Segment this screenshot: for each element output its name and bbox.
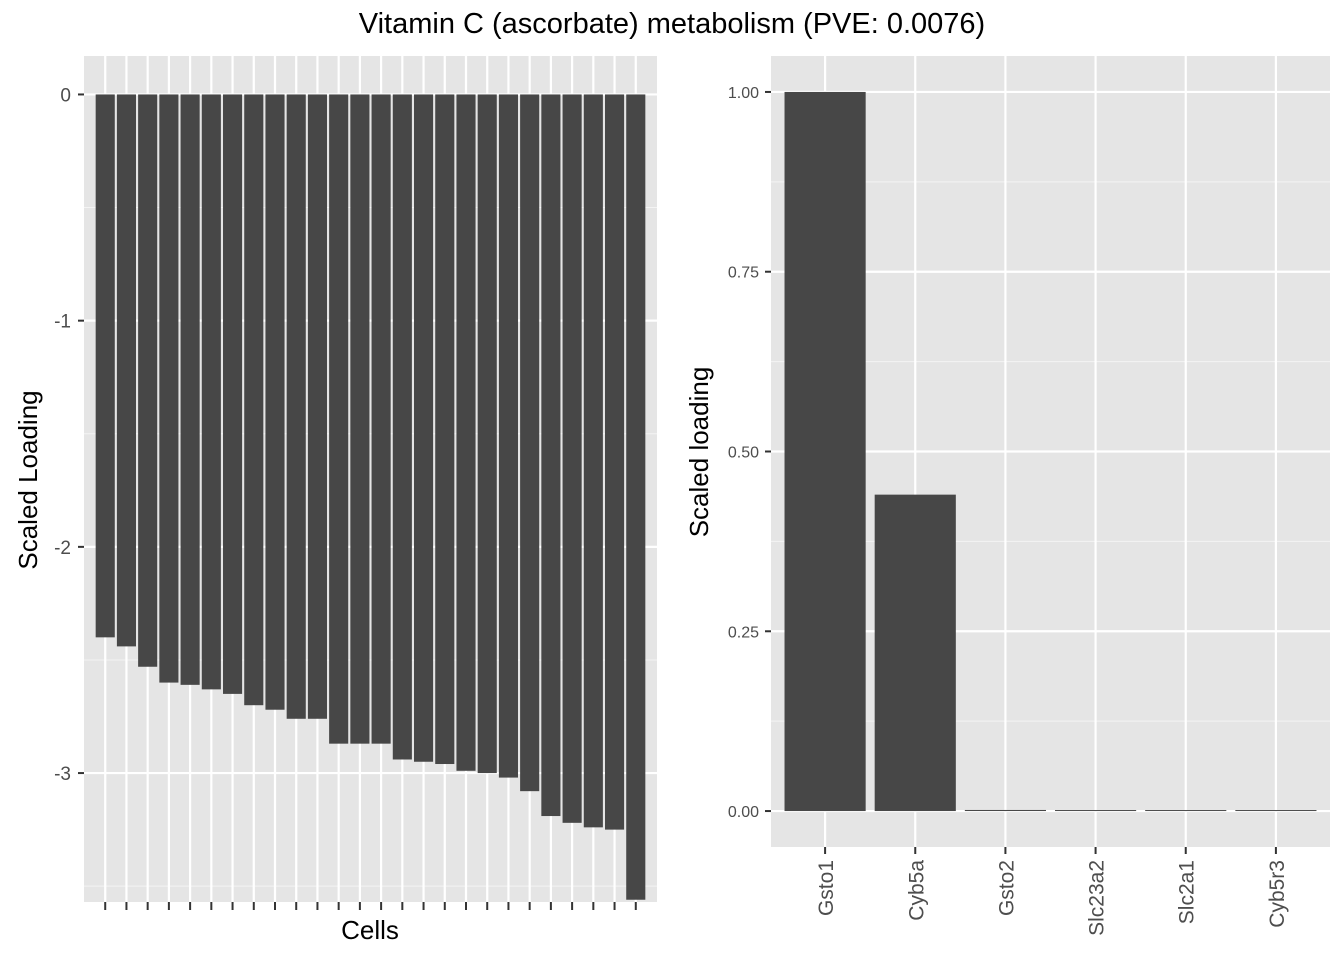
x-tick-label: Slc23a2 xyxy=(1086,860,1109,936)
bar xyxy=(477,94,497,774)
bar xyxy=(414,94,434,762)
y-tick-label: 1.00 xyxy=(728,85,759,102)
bar xyxy=(605,94,625,830)
y-tick-label: 0.25 xyxy=(728,624,759,641)
x-tick-label: Cyb5a xyxy=(905,860,928,921)
right-y-axis: 0.00 0.25 0.50 0.75 1.00 xyxy=(728,85,771,821)
bar xyxy=(180,94,200,685)
x-tick-label: Cyb5r3 xyxy=(1266,860,1289,928)
y-tick-label: 0 xyxy=(60,85,71,106)
bar xyxy=(541,94,561,817)
right-x-axis: Gsto1 Cyb5a Gsto2 Slc23a2 Slc2a1 Cyb5r3 xyxy=(815,847,1289,936)
left-y-axis-title: Scaled Loading xyxy=(13,390,43,569)
bar xyxy=(784,91,866,812)
x-tick-label: Gsto2 xyxy=(995,860,1018,916)
chart-title: Vitamin C (ascorbate) metabolism (PVE: 0… xyxy=(359,8,985,40)
bar xyxy=(1055,810,1137,812)
bar xyxy=(244,94,264,706)
y-tick-label: -2 xyxy=(54,538,71,559)
bar xyxy=(223,94,243,694)
left-x-axis-title: Cells xyxy=(341,915,399,945)
right-y-axis-title: Scaled loading xyxy=(684,367,714,538)
bar xyxy=(498,94,518,778)
bar xyxy=(371,94,391,744)
y-tick-label: 0.50 xyxy=(728,445,759,462)
bar xyxy=(1235,810,1317,812)
bar xyxy=(201,94,221,690)
left-x-axis xyxy=(104,902,637,910)
y-tick-label: -1 xyxy=(54,312,71,333)
bar xyxy=(286,94,306,719)
cells-loading-chart: 0 -1 -2 -3 Cells Scaled Loading xyxy=(13,56,657,945)
bar xyxy=(520,94,540,792)
bar xyxy=(138,94,158,667)
bar xyxy=(159,94,179,683)
y-tick-label: -3 xyxy=(54,764,71,785)
bar xyxy=(116,94,136,647)
x-tick-label: Slc2a1 xyxy=(1176,860,1199,924)
x-tick-label: Gsto1 xyxy=(815,860,838,916)
left-y-axis: 0 -1 -2 -3 xyxy=(54,85,84,785)
bar xyxy=(456,94,476,771)
bar xyxy=(562,94,582,823)
bar xyxy=(583,94,603,828)
left-panel-background xyxy=(84,56,657,902)
left-bars xyxy=(95,94,646,900)
left-minor-gridlines xyxy=(84,207,657,887)
bar xyxy=(265,94,285,710)
bar xyxy=(392,94,412,760)
bar xyxy=(307,94,327,719)
bar xyxy=(626,94,646,900)
y-tick-label: 0.75 xyxy=(728,265,759,282)
bar xyxy=(95,94,115,638)
bar xyxy=(964,809,1046,812)
gene-loading-chart: 0.00 0.25 0.50 0.75 1.00 Gsto1 Cyb5a Gsto2 Slc2… xyxy=(684,56,1330,936)
y-tick-label: 0.00 xyxy=(728,804,759,821)
right-bars xyxy=(784,91,1317,812)
bar xyxy=(1145,810,1227,812)
bar xyxy=(350,94,370,744)
bar xyxy=(435,94,455,765)
bar xyxy=(329,94,349,744)
bar xyxy=(874,494,956,812)
